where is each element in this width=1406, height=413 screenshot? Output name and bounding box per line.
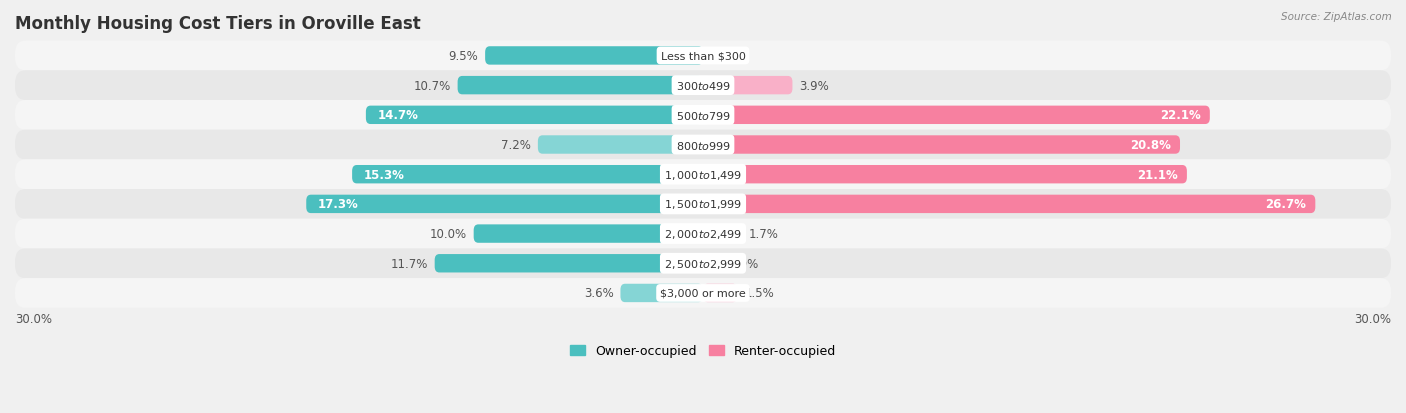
FancyBboxPatch shape — [457, 77, 703, 95]
FancyBboxPatch shape — [703, 166, 1187, 184]
FancyBboxPatch shape — [15, 41, 1391, 71]
Text: $2,500 to $2,999: $2,500 to $2,999 — [664, 257, 742, 270]
Text: 1.7%: 1.7% — [749, 228, 779, 240]
FancyBboxPatch shape — [15, 219, 1391, 249]
Text: 26.7%: 26.7% — [1265, 198, 1306, 211]
FancyBboxPatch shape — [307, 195, 703, 214]
Text: 15.3%: 15.3% — [364, 168, 405, 181]
FancyBboxPatch shape — [703, 225, 742, 243]
Text: 0.0%: 0.0% — [710, 50, 740, 63]
FancyBboxPatch shape — [434, 254, 703, 273]
Text: 30.0%: 30.0% — [1354, 313, 1391, 325]
Text: $500 to $799: $500 to $799 — [675, 109, 731, 121]
FancyBboxPatch shape — [703, 107, 1209, 125]
Text: 9.5%: 9.5% — [449, 50, 478, 63]
FancyBboxPatch shape — [474, 225, 703, 243]
Text: 10.0%: 10.0% — [430, 228, 467, 240]
Text: 3.9%: 3.9% — [800, 79, 830, 93]
FancyBboxPatch shape — [620, 284, 703, 302]
FancyBboxPatch shape — [15, 190, 1391, 219]
FancyBboxPatch shape — [703, 284, 737, 302]
FancyBboxPatch shape — [703, 136, 1180, 154]
Text: $2,000 to $2,499: $2,000 to $2,499 — [664, 228, 742, 240]
FancyBboxPatch shape — [15, 101, 1391, 131]
FancyBboxPatch shape — [485, 47, 703, 66]
FancyBboxPatch shape — [538, 136, 703, 154]
Text: $1,500 to $1,999: $1,500 to $1,999 — [664, 198, 742, 211]
Text: 22.1%: 22.1% — [1160, 109, 1201, 122]
Text: Less than $300: Less than $300 — [661, 51, 745, 61]
Text: 1.5%: 1.5% — [744, 287, 775, 300]
Text: 11.7%: 11.7% — [391, 257, 427, 270]
FancyBboxPatch shape — [15, 278, 1391, 308]
Text: 30.0%: 30.0% — [15, 313, 52, 325]
Text: 21.1%: 21.1% — [1137, 168, 1178, 181]
Text: $3,000 or more: $3,000 or more — [661, 288, 745, 298]
Text: Source: ZipAtlas.com: Source: ZipAtlas.com — [1281, 12, 1392, 22]
Text: $1,000 to $1,499: $1,000 to $1,499 — [664, 168, 742, 181]
FancyBboxPatch shape — [15, 131, 1391, 160]
Text: $300 to $499: $300 to $499 — [675, 80, 731, 92]
FancyBboxPatch shape — [15, 160, 1391, 190]
FancyBboxPatch shape — [15, 249, 1391, 278]
FancyBboxPatch shape — [366, 107, 703, 125]
Text: $800 to $999: $800 to $999 — [675, 139, 731, 151]
FancyBboxPatch shape — [15, 71, 1391, 101]
FancyBboxPatch shape — [703, 77, 793, 95]
FancyBboxPatch shape — [352, 166, 703, 184]
FancyBboxPatch shape — [703, 195, 1316, 214]
Text: 3.6%: 3.6% — [583, 287, 613, 300]
Text: 10.7%: 10.7% — [413, 79, 451, 93]
Text: 20.8%: 20.8% — [1130, 139, 1171, 152]
Text: 17.3%: 17.3% — [318, 198, 359, 211]
FancyBboxPatch shape — [703, 254, 714, 273]
Text: 0.49%: 0.49% — [721, 257, 758, 270]
Text: Monthly Housing Cost Tiers in Oroville East: Monthly Housing Cost Tiers in Oroville E… — [15, 15, 420, 33]
Text: 7.2%: 7.2% — [501, 139, 531, 152]
Text: 14.7%: 14.7% — [377, 109, 418, 122]
Legend: Owner-occupied, Renter-occupied: Owner-occupied, Renter-occupied — [565, 339, 841, 363]
